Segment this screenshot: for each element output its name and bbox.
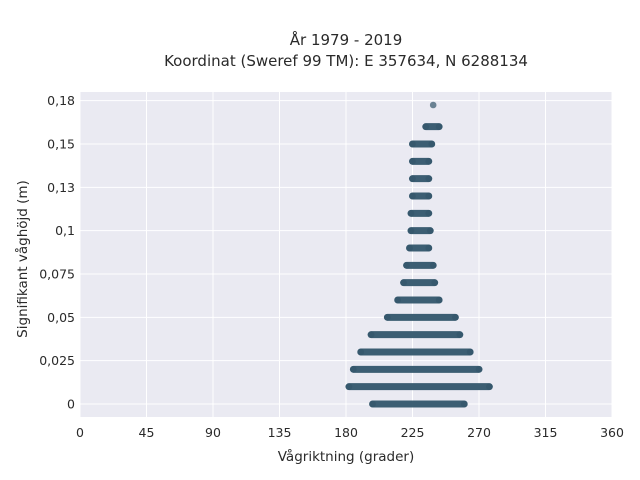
y-tick-label: 0,075 [39,267,75,282]
x-tick-labels: 0 45 90 135 180 225 270 315 360 [76,425,624,440]
data-point [428,140,436,148]
data-point [452,314,459,321]
chart-subtitle: Koordinat (Sweref 99 TM): E 357634, N 62… [164,52,528,70]
data-point [425,244,433,252]
data-point [384,314,391,321]
y-tick-label: 0,05 [47,310,75,325]
data-point [425,192,433,200]
grid-lines [79,92,613,417]
x-tick-label: 270 [467,425,491,440]
data-point [435,296,443,304]
data-point [369,400,376,408]
data-point [400,279,407,286]
x-tick-label: 225 [401,425,425,440]
x-tick-label: 0 [76,425,84,440]
data-point [409,192,416,200]
data-markers [345,101,493,408]
data-point [394,296,402,304]
data-point [350,366,357,373]
data-point [403,262,410,269]
x-tick-label: 315 [534,425,558,440]
data-point [406,244,413,252]
y-axis-label: Signifikant våghöjd (m) [14,180,31,338]
data-point [409,175,416,182]
data-point [409,140,416,148]
data-point [486,383,493,390]
y-tick-label: 0,025 [39,353,75,368]
x-axis-label: Vågriktning (grader) [278,448,415,465]
x-tick-label: 45 [139,425,155,440]
data-point [345,383,353,390]
data-point [429,101,437,109]
data-point [460,400,468,408]
data-point [425,158,433,165]
data-point [425,210,433,217]
data-point [407,210,415,217]
data-point [409,158,416,165]
chart-title: År 1979 - 2019 [290,30,403,49]
data-point [431,279,438,286]
data-point [367,331,375,338]
data-point [407,227,415,234]
y-tick-labels: 0 0,025 0,05 0,075 0,1 0,13 0,15 0,18 [39,93,75,411]
x-tick-label: 180 [334,425,358,440]
data-point [422,123,430,130]
y-tick-label: 0,1 [55,223,75,238]
y-tick-label: 0,18 [47,93,75,108]
x-tick-label: 90 [205,425,221,440]
data-point [435,123,443,130]
data-point [456,331,464,338]
data-point [357,348,365,356]
data-point [475,366,483,373]
y-tick-label: 0,13 [47,180,75,195]
x-tick-label: 360 [600,425,624,440]
y-tick-label: 0,15 [47,137,75,152]
data-point [426,227,434,234]
data-point [425,175,433,182]
x-tick-label: 135 [268,425,292,440]
data-point [466,348,474,356]
y-tick-label: 0 [67,397,75,412]
data-point [429,262,437,269]
